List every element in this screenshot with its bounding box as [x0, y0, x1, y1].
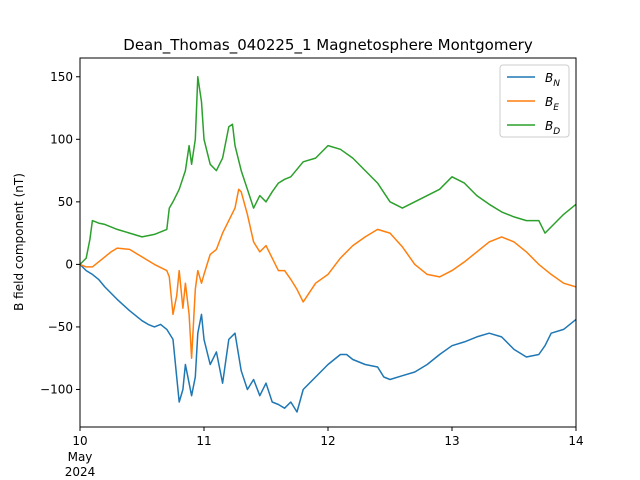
y-tick-label: 150	[50, 70, 73, 84]
series-line-e	[80, 188, 576, 359]
y-axis: −100 −50 0 50 100 150	[40, 70, 80, 396]
legend-label: BN	[545, 71, 560, 89]
x-tick-sublabel: 2024	[65, 465, 96, 479]
y-tick-label: 50	[58, 195, 73, 209]
y-tick-label: −50	[48, 320, 73, 334]
y-tick-label: 0	[65, 257, 73, 271]
y-tick-label: −100	[40, 382, 73, 396]
chart-title: Dean_Thomas_040225_1 Magnetosphere Montg…	[123, 36, 533, 55]
x-tick-label: 12	[320, 434, 335, 448]
plot-area	[80, 76, 576, 413]
x-tick-sublabel: May	[68, 450, 93, 464]
x-tick-label: 14	[568, 434, 583, 448]
legend: BN BE BD	[499, 64, 570, 138]
y-axis-label: B field component (nT)	[12, 173, 26, 311]
legend-label: BE	[545, 95, 559, 113]
legend-label: BD	[545, 119, 560, 137]
series-line-n	[80, 263, 576, 413]
y-tick-label: 100	[50, 132, 73, 146]
x-tick-label: 13	[444, 434, 459, 448]
x-tick-label: 10	[72, 434, 87, 448]
series-line-d	[80, 76, 576, 265]
x-tick-label: 11	[196, 434, 211, 448]
